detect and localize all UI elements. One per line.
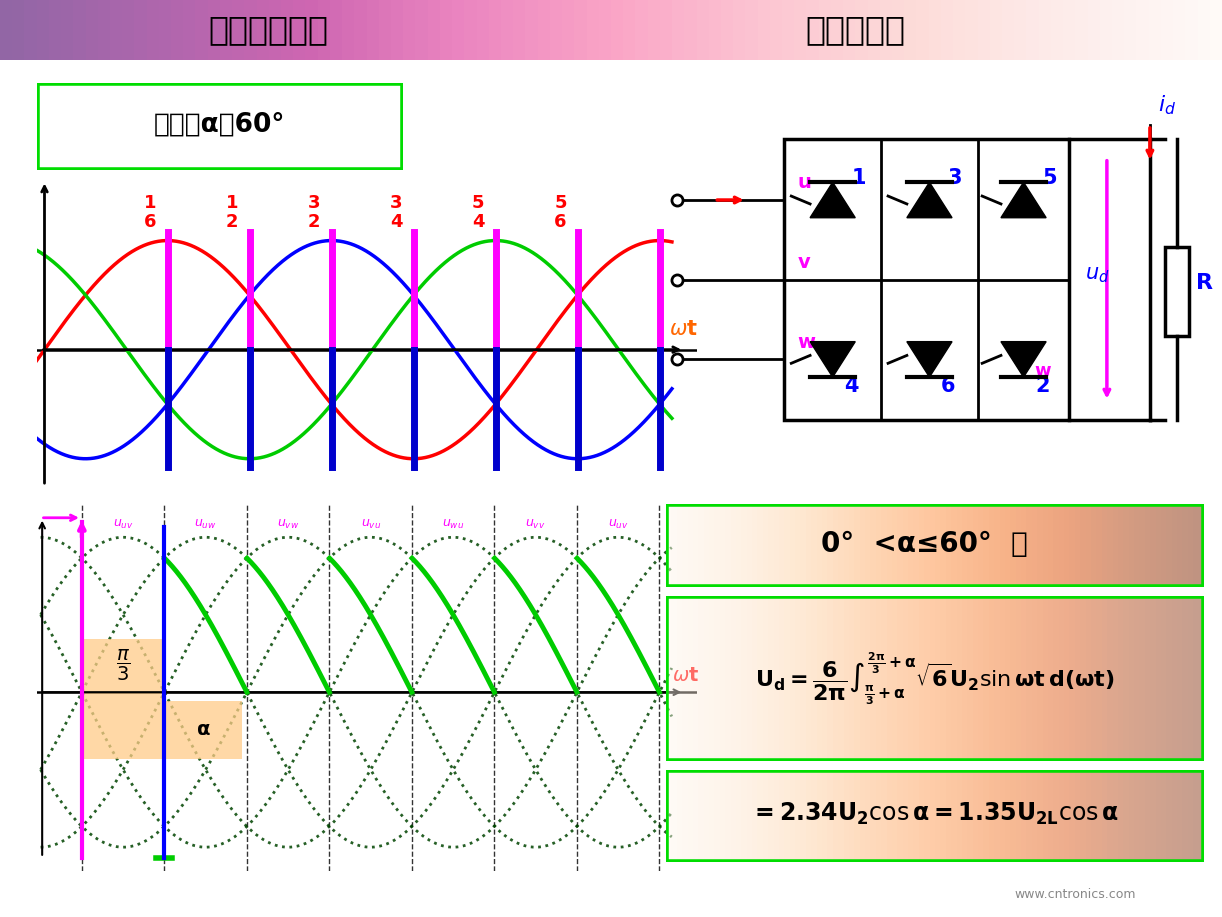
- Text: v: v: [798, 253, 810, 272]
- Text: 1: 1: [852, 168, 865, 188]
- Text: 4: 4: [844, 376, 859, 396]
- Text: 3: 3: [390, 193, 402, 212]
- Text: $u_{uv}$: $u_{uv}$: [112, 518, 133, 531]
- Text: $u_d$: $u_d$: [1085, 265, 1110, 285]
- Text: $u_{vw}$: $u_{vw}$: [277, 518, 299, 531]
- Text: 6: 6: [144, 214, 156, 231]
- Text: $u_{vu}$: $u_{vu}$: [360, 518, 381, 531]
- Polygon shape: [810, 182, 855, 217]
- Text: $\omega$t: $\omega$t: [672, 667, 699, 686]
- Text: 6: 6: [554, 214, 567, 231]
- Text: $\mathbf{= 2.34U_2\cos\alpha = 1.35U_{2L}\cos\alpha}$: $\mathbf{= 2.34U_2\cos\alpha = 1.35U_{2L…: [750, 801, 1119, 827]
- Text: $u_{uv}$: $u_{uv}$: [607, 518, 628, 531]
- Text: 1: 1: [226, 193, 238, 212]
- Text: $\mathbf{U_d = \dfrac{6}{2\pi}\int_{\frac{\pi}{3}+\alpha}^{\frac{2\pi}{3}+\alpha: $\mathbf{U_d = \dfrac{6}{2\pi}\int_{\fra…: [755, 651, 1114, 706]
- Text: 1: 1: [144, 193, 156, 212]
- Text: u: u: [798, 173, 811, 193]
- Text: 3: 3: [948, 168, 963, 188]
- Text: $u_{uw}$: $u_{uw}$: [194, 518, 218, 531]
- Text: $\omega$t: $\omega$t: [670, 319, 699, 339]
- Text: $i_d$: $i_d$: [1158, 93, 1176, 116]
- Text: www.cntronics.com: www.cntronics.com: [1015, 888, 1136, 900]
- Polygon shape: [907, 182, 952, 217]
- Text: 控制角α＝60°: 控制角α＝60°: [154, 111, 286, 138]
- Text: 2: 2: [226, 214, 238, 231]
- Polygon shape: [907, 342, 952, 377]
- Text: 6: 6: [941, 376, 956, 396]
- Text: α: α: [197, 720, 210, 739]
- Polygon shape: [1001, 182, 1046, 217]
- FancyBboxPatch shape: [37, 83, 403, 170]
- Bar: [1165, 247, 1189, 336]
- Bar: [785, 139, 1069, 420]
- Text: 5: 5: [1042, 168, 1057, 188]
- Text: $u_{vv}$: $u_{vv}$: [525, 518, 546, 531]
- Text: 2: 2: [1035, 376, 1050, 396]
- Text: 2: 2: [308, 214, 320, 231]
- Text: 三相桥式全控: 三相桥式全控: [209, 14, 329, 46]
- FancyBboxPatch shape: [163, 702, 242, 759]
- Text: 4: 4: [472, 214, 485, 231]
- FancyBboxPatch shape: [82, 638, 165, 759]
- Text: 5: 5: [554, 193, 567, 212]
- Text: 3: 3: [308, 193, 320, 212]
- Polygon shape: [810, 342, 855, 377]
- Text: $\dfrac{\pi}{3}$: $\dfrac{\pi}{3}$: [116, 647, 131, 683]
- Text: R: R: [1195, 273, 1212, 293]
- Text: w: w: [1034, 362, 1051, 380]
- Text: 4: 4: [390, 214, 402, 231]
- Text: 电阻性负载: 电阻性负载: [805, 14, 906, 46]
- Text: $u_{wu}$: $u_{wu}$: [442, 518, 464, 531]
- Text: 5: 5: [472, 193, 485, 212]
- Text: w: w: [798, 333, 816, 351]
- Polygon shape: [1001, 342, 1046, 377]
- Text: 0°  <α≤60°  时: 0° <α≤60° 时: [821, 530, 1028, 558]
